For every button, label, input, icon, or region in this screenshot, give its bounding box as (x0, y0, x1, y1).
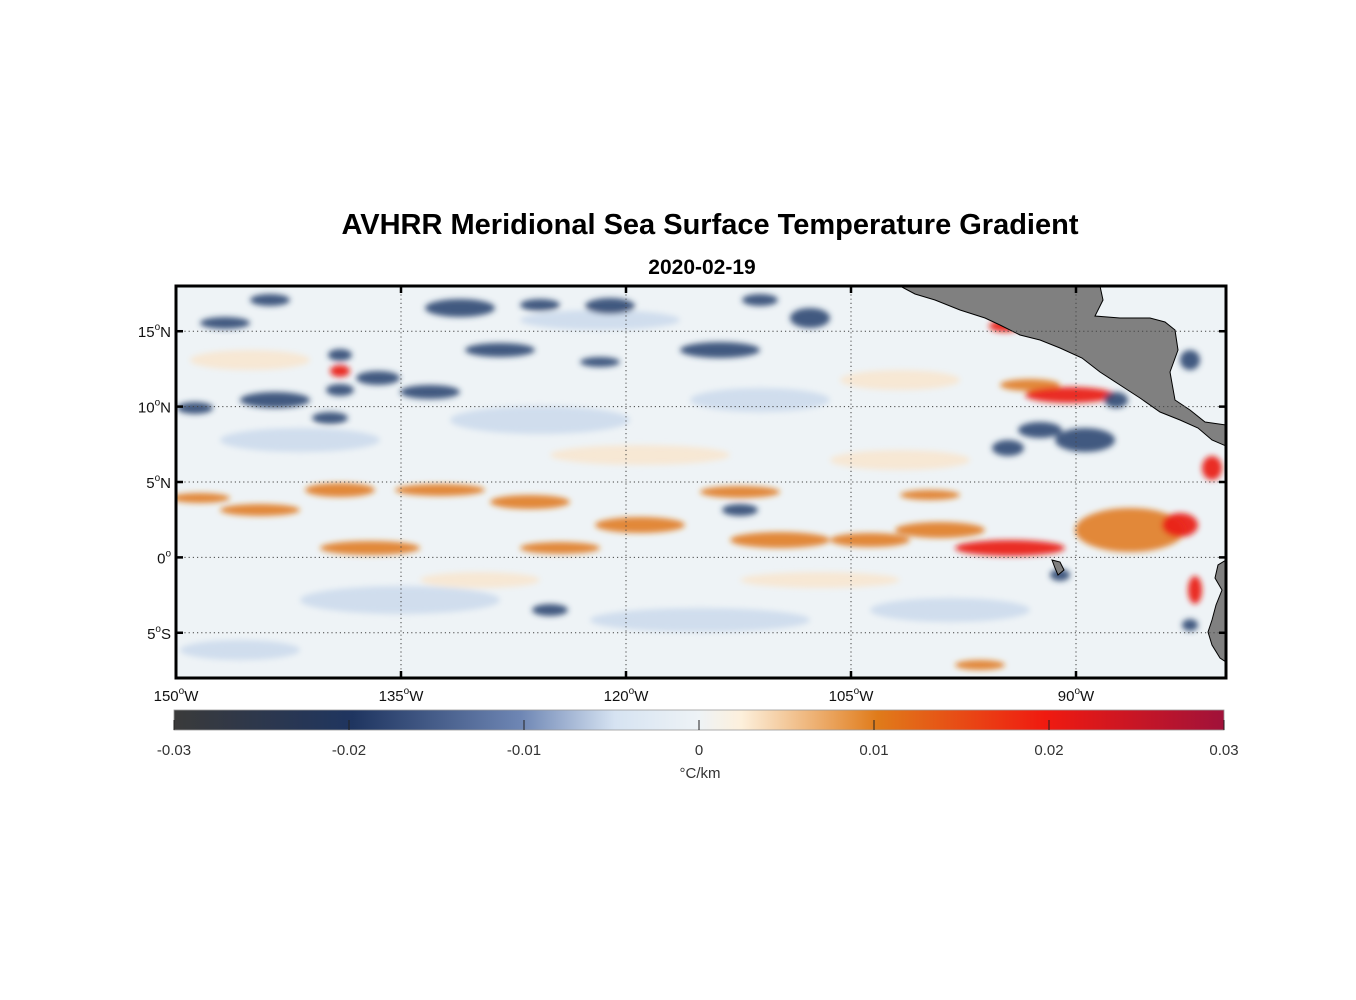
central-america-land (899, 286, 1226, 447)
latitude-ticks: 15oN 10oN 5oN 0o 5oS (138, 322, 1226, 643)
gradient-field (176, 294, 1222, 670)
map-title: AVHRR Meridional Sea Surface Temperature… (341, 209, 1078, 241)
colorbar: -0.03 -0.02 -0.01 0 0.01 0.02 0.03 °C/km (157, 709, 1239, 782)
lon-tick-label: 135oW (379, 686, 425, 705)
longitude-ticks: 150oW 135oW 120oW 105oW 90oW (154, 286, 1095, 705)
lat-tick-label: 15oN (138, 322, 171, 341)
lat-tick-label: 5oN (146, 473, 171, 492)
land-masses (899, 286, 1226, 663)
colorbar-tick-label: 0 (695, 742, 703, 759)
colorbar-tick-label: -0.03 (157, 742, 191, 759)
lon-tick-label: 150oW (154, 686, 200, 705)
colorbar-tick-label: 0.01 (859, 742, 888, 759)
colorbar-tick-label: -0.01 (507, 742, 541, 759)
colorbar-tick-label: 0.02 (1034, 742, 1063, 759)
map-panel: 150oW 135oW 120oW 105oW 90oW 15oN 10oN 5oN 0o 5o… (138, 284, 1228, 705)
lon-tick-label: 105oW (829, 686, 875, 705)
colorbar-ticks: -0.03 -0.02 -0.01 0 0.01 0.02 0.03 (157, 720, 1239, 759)
lat-tick-label: 10oN (138, 398, 171, 417)
lon-tick-label: 90oW (1058, 686, 1095, 705)
colorbar-tick-label: 0.03 (1209, 742, 1238, 759)
galapagos-island (1051, 559, 1065, 576)
lat-tick-label: 0o (157, 548, 171, 567)
lat-tick-label: 5oS (147, 624, 171, 643)
lon-tick-label: 120oW (604, 686, 650, 705)
colorbar-units: °C/km (680, 765, 721, 782)
graticule (175, 286, 1226, 678)
colorbar-tick-label: -0.02 (332, 742, 366, 759)
map-date: 2020-02-19 (648, 256, 755, 279)
south-america-land (1207, 559, 1226, 663)
